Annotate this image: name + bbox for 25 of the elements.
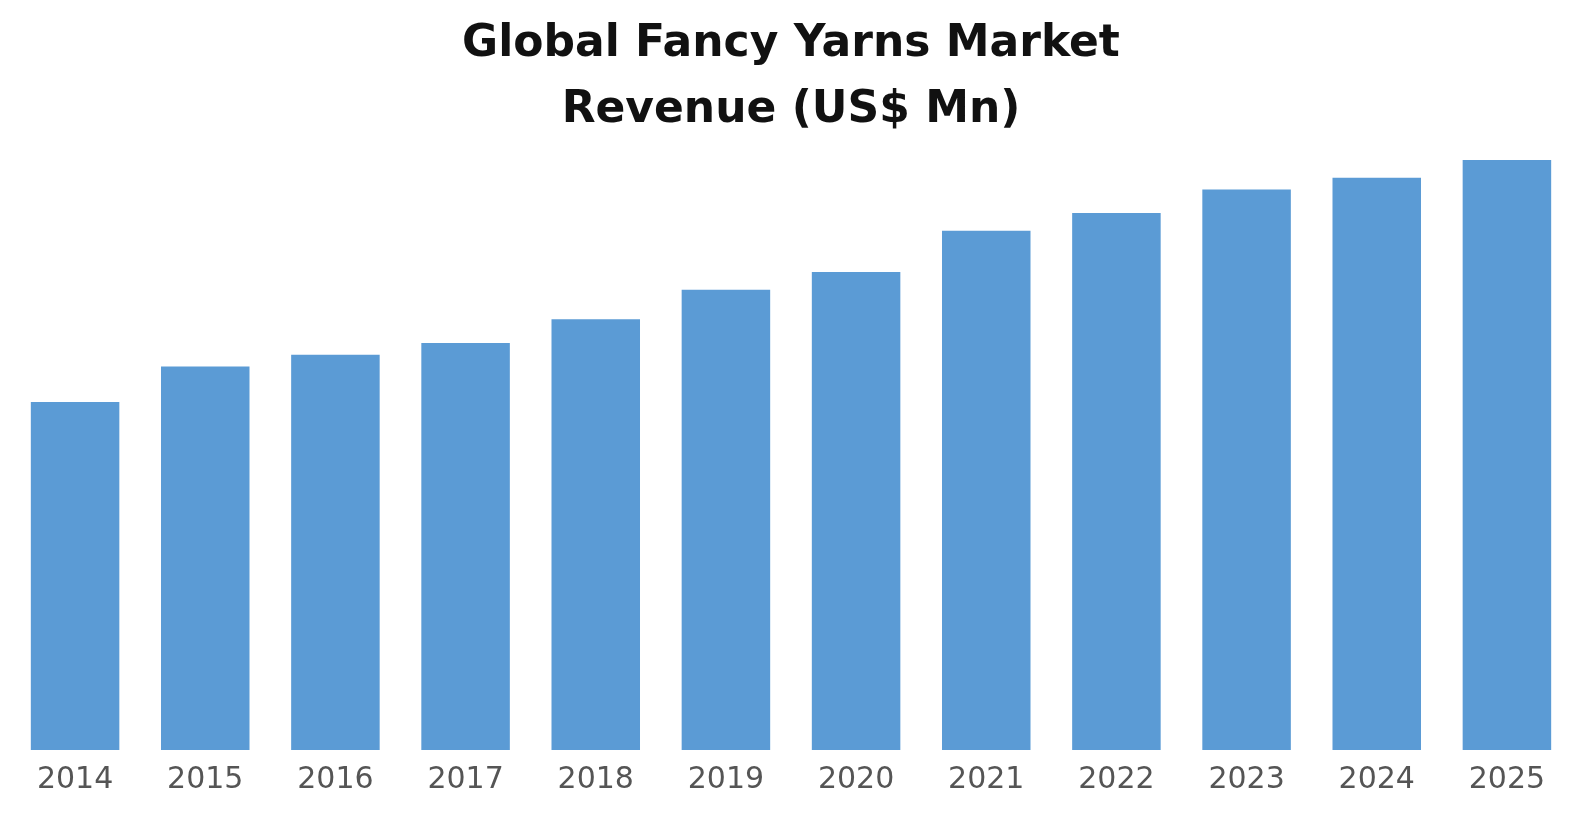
x-tick-label: 2017 <box>427 759 504 795</box>
bar <box>1072 213 1161 750</box>
bar <box>1332 177 1422 750</box>
x-tick-label: 2023 <box>1208 759 1285 795</box>
bar <box>291 354 380 750</box>
chart-title: Global Fancy Yarns Market Revenue (US$ Mn) <box>461 14 1121 134</box>
bar <box>30 401 120 750</box>
bar <box>551 319 641 750</box>
x-tick-label: 2016 <box>297 759 374 795</box>
bar <box>811 272 901 750</box>
bar <box>1202 189 1291 750</box>
bar <box>160 366 250 750</box>
x-tick-label: 2025 <box>1468 759 1546 795</box>
x-tick-label: 2015 <box>167 759 244 795</box>
x-tick-label: 2021 <box>948 759 1025 795</box>
x-tick-label: 2022 <box>1078 759 1155 795</box>
x-tick-label: 2020 <box>817 759 895 795</box>
x-tick-label: 2024 <box>1338 759 1415 795</box>
x-tick-label: 2019 <box>687 759 765 795</box>
bar <box>421 342 510 750</box>
bar <box>681 289 771 750</box>
x-tick-label: 2014 <box>36 759 114 795</box>
bar <box>1462 160 1552 750</box>
x-tick-label: 2018 <box>557 759 634 795</box>
bar <box>941 230 1031 750</box>
